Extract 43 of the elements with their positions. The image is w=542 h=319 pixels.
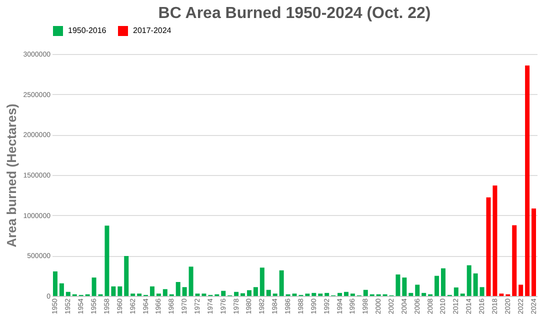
bar <box>253 287 258 296</box>
bar <box>415 284 420 296</box>
legend-label: 1950-2016 <box>68 26 107 35</box>
bar <box>422 292 426 296</box>
bar <box>52 271 58 296</box>
bar <box>246 290 252 296</box>
legend-label: 2017-2024 <box>133 26 172 35</box>
bar <box>402 278 407 296</box>
bar <box>344 292 348 296</box>
bar <box>92 278 96 296</box>
chart-title: BC Area Burned 1950-2024 (Oct. 22) <box>158 5 431 22</box>
bar <box>454 287 458 296</box>
bar <box>440 268 446 296</box>
bar <box>363 290 368 296</box>
bar <box>266 290 271 296</box>
bar <box>312 292 316 296</box>
bar <box>324 292 330 296</box>
bar <box>466 265 472 296</box>
bar <box>338 292 342 296</box>
bar <box>118 286 122 296</box>
y-axis-title: Area burned (Hectares) <box>4 104 20 248</box>
bar <box>240 293 246 296</box>
bar <box>176 282 180 296</box>
bar <box>518 284 524 296</box>
bar <box>66 292 70 296</box>
bar <box>473 273 478 296</box>
bar <box>150 286 154 296</box>
bar <box>279 270 284 296</box>
bar <box>124 256 129 296</box>
bar <box>434 276 440 296</box>
bar <box>408 292 414 296</box>
bar <box>532 208 536 296</box>
bar <box>111 286 116 296</box>
bar <box>182 287 187 296</box>
bar <box>525 66 530 296</box>
bar <box>512 225 517 296</box>
bar <box>188 266 194 296</box>
bar <box>162 289 168 296</box>
bar <box>234 292 239 296</box>
bar <box>59 283 64 296</box>
bar <box>260 268 264 296</box>
bar <box>221 290 226 296</box>
bar <box>480 287 484 296</box>
